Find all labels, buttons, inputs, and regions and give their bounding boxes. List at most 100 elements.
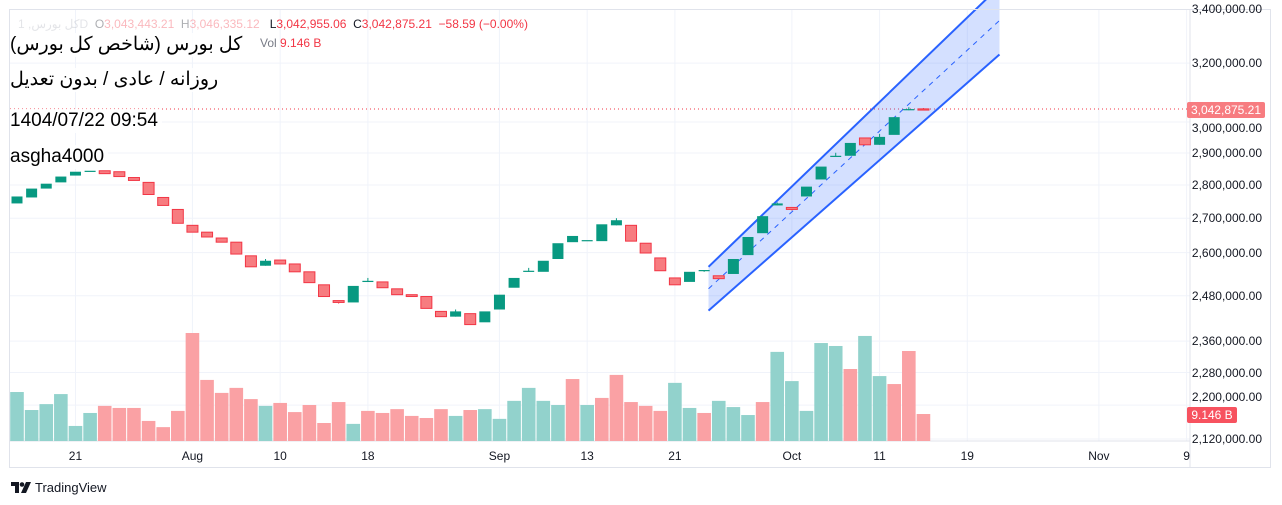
candle-down	[785, 206, 798, 210]
volume-bar	[54, 394, 68, 441]
volume-bar	[697, 412, 711, 441]
volume-bar	[726, 407, 741, 441]
price-axis-label: 2,480,000.00	[1191, 288, 1262, 303]
volume-bar	[814, 343, 828, 441]
price-axis-label: 2,360,000.00	[1191, 334, 1262, 349]
volume-bar	[419, 417, 434, 441]
candle-up	[830, 155, 842, 157]
volume-bar	[609, 374, 624, 441]
volume-value: 9.146 B	[280, 36, 322, 50]
volume-bar	[492, 418, 507, 441]
candle-down	[303, 271, 316, 284]
volume-bar	[653, 410, 668, 441]
volume-bar	[785, 381, 799, 441]
volume-bar	[185, 333, 200, 441]
candle-down	[464, 313, 477, 326]
price-axis-label: 2,120,000.00	[1191, 431, 1262, 446]
candle-up	[903, 109, 915, 111]
ohlc-legend: کل بورس, 1D O3,043,443.21 H3,046,335.12 …	[18, 17, 528, 31]
volume-bar	[624, 402, 638, 441]
volume-bar	[887, 384, 901, 441]
price-axis-label: 3,200,000.00	[1191, 56, 1262, 71]
volume-bar	[828, 345, 843, 441]
price-axis-label: 2,800,000.00	[1191, 177, 1262, 192]
symbol-label[interactable]: کل بورس, 1D	[18, 17, 89, 31]
price-axis-label: 3,000,000.00	[1191, 121, 1262, 135]
time-axis-label: Sep	[488, 449, 511, 463]
candle-down	[420, 296, 433, 309]
candle-up	[757, 216, 769, 234]
volume-bar	[799, 410, 814, 441]
time-axis-label: 13	[580, 449, 594, 463]
price-axis-label: 2,700,000.00	[1191, 211, 1262, 226]
price-axis-label: 2,900,000.00	[1191, 145, 1262, 160]
price-axis-label: 3,400,000.00	[1191, 2, 1262, 16]
tradingview-logo[interactable]: TradingView	[11, 480, 107, 495]
candle-down	[113, 171, 126, 178]
volume-bar	[39, 404, 54, 441]
candle-down	[625, 224, 638, 242]
candle-down	[917, 108, 930, 111]
volume-bar	[302, 405, 317, 441]
channel-upper-line	[707, 0, 987, 268]
volume-bar	[565, 379, 580, 441]
volume-bar	[404, 415, 419, 441]
note-timeframe: روزانه / عادی / بدون تعدیل	[10, 68, 223, 92]
volume-bar	[682, 407, 697, 441]
volume-legend: Vol 9.146 B	[260, 36, 322, 50]
candle-up	[800, 186, 812, 197]
candle-down	[668, 277, 681, 286]
candle-down	[654, 257, 667, 272]
candle-up	[596, 224, 608, 242]
price-axis-label: 2,200,000.00	[1191, 390, 1262, 404]
candle-down	[127, 177, 140, 181]
volume-bar	[580, 405, 594, 441]
candle-up	[771, 203, 783, 206]
volume-bar	[112, 407, 127, 441]
candle-up	[508, 277, 520, 288]
volume-bar	[361, 410, 375, 441]
candle-up	[84, 170, 96, 172]
close-value: 3,042,875.21	[361, 17, 432, 31]
volume-bar	[448, 415, 463, 441]
volume-bar	[390, 409, 404, 441]
candle-down	[318, 284, 331, 298]
volume-bar	[141, 420, 156, 441]
candle-up	[493, 294, 505, 310]
candle-up	[26, 188, 38, 198]
volume-bar	[478, 409, 492, 441]
time-axis-label: 21	[68, 449, 83, 463]
volume-bar	[521, 387, 536, 441]
time-axis-label: 18	[361, 449, 375, 463]
volume-bar	[551, 405, 565, 441]
volume-bar	[156, 427, 170, 441]
candle-down	[244, 255, 257, 268]
volume-bar	[127, 407, 141, 441]
volume-bar	[755, 402, 770, 441]
open-value: 3,043,443.21	[104, 17, 175, 31]
volume-bar	[434, 409, 448, 441]
candle-up	[698, 270, 710, 272]
time-axis-label: 9	[1183, 449, 1190, 463]
brand-name: TradingView	[35, 480, 107, 495]
volume-bar	[668, 382, 682, 441]
time-axis-label: 10	[273, 449, 287, 463]
candle-up	[844, 142, 856, 156]
candle-down	[230, 241, 243, 255]
volume-bar	[331, 402, 346, 441]
candle-down	[332, 300, 345, 303]
candle-up	[552, 243, 564, 259]
volume-bar	[916, 414, 931, 441]
candle-up	[727, 258, 739, 274]
candle-up	[567, 235, 579, 243]
candle-up	[742, 236, 754, 256]
candle-up	[684, 271, 696, 282]
candle-up	[69, 171, 81, 176]
candle-up	[347, 285, 359, 303]
volume-bar	[595, 397, 609, 441]
candle-down	[142, 181, 155, 195]
candle-up	[888, 117, 900, 135]
volume-bar	[770, 351, 785, 441]
volume-bar	[711, 400, 726, 441]
